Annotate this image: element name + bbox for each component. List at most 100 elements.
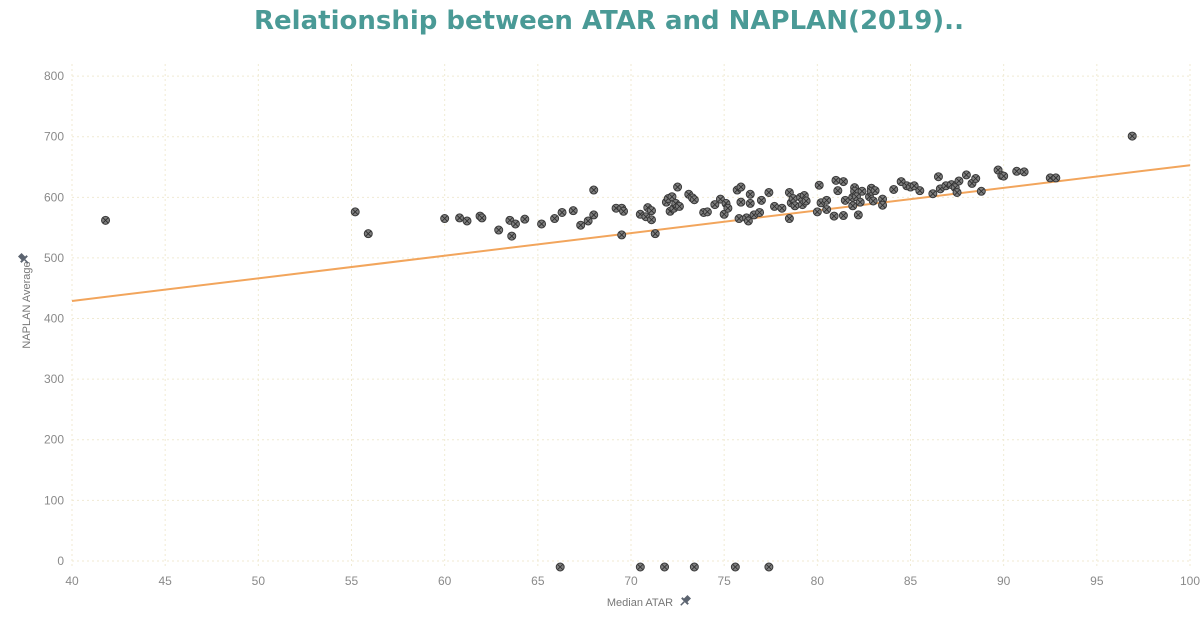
data-point[interactable]	[646, 206, 656, 216]
trend-line	[71, 164, 1191, 302]
data-point[interactable]	[646, 215, 656, 225]
data-point[interactable]	[455, 213, 465, 223]
data-point[interactable]	[619, 206, 629, 216]
data-point[interactable]	[971, 174, 981, 184]
data-point[interactable]	[769, 201, 779, 211]
data-point[interactable]	[589, 185, 599, 195]
data-point[interactable]	[870, 186, 880, 196]
data-point[interactable]	[999, 171, 1009, 181]
y-axis-title[interactable]: NAPLAN Average	[17, 252, 33, 349]
data-point[interactable]	[667, 192, 677, 202]
data-point[interactable]	[1012, 166, 1022, 176]
data-point[interactable]	[833, 186, 843, 196]
x-tick-label: 90	[997, 574, 1011, 588]
data-point[interactable]	[840, 195, 850, 205]
data-point[interactable]	[440, 214, 450, 224]
data-point[interactable]	[838, 211, 848, 221]
data-point[interactable]	[853, 210, 863, 220]
data-point[interactable]	[520, 214, 530, 224]
data-point[interactable]	[734, 214, 744, 224]
x-tick-label: 95	[1090, 574, 1104, 588]
data-point[interactable]	[507, 231, 517, 241]
data-point[interactable]	[928, 189, 938, 199]
x-tick-label: 75	[717, 574, 731, 588]
data-point[interactable]	[838, 177, 848, 187]
x-tick-label: 100	[1180, 574, 1200, 588]
data-point[interactable]	[1019, 167, 1029, 177]
data-point[interactable]	[848, 201, 858, 211]
data-point[interactable]	[755, 207, 765, 217]
data-point[interactable]	[814, 180, 824, 190]
data-point[interactable]	[822, 204, 832, 214]
data-point[interactable]	[730, 562, 740, 572]
data-point[interactable]	[650, 229, 660, 239]
data-point[interactable]	[350, 207, 360, 217]
pin-icon[interactable]	[678, 594, 693, 609]
data-point[interactable]	[477, 213, 487, 223]
data-point[interactable]	[933, 172, 943, 182]
data-point[interactable]	[952, 187, 962, 197]
data-point[interactable]	[673, 182, 683, 192]
data-point[interactable]	[764, 187, 774, 197]
pin-icon[interactable]	[17, 252, 32, 267]
data-point[interactable]	[462, 216, 472, 226]
data-point[interactable]	[363, 229, 373, 239]
data-point[interactable]	[788, 194, 798, 204]
data-point[interactable]	[868, 196, 878, 206]
data-point[interactable]	[777, 203, 787, 213]
data-point[interactable]	[889, 184, 899, 194]
data-point[interactable]	[764, 562, 774, 572]
data-point[interactable]	[745, 189, 755, 199]
y-tick-label: 800	[44, 69, 64, 83]
data-point[interactable]	[736, 197, 746, 207]
data-point[interactable]	[583, 216, 593, 226]
y-tick-label: 100	[44, 493, 64, 507]
x-axis-title[interactable]: Median ATAR	[607, 594, 693, 609]
data-point[interactable]	[790, 201, 800, 211]
data-point[interactable]	[510, 219, 520, 229]
data-point[interactable]	[831, 175, 841, 185]
x-tick-label: 80	[811, 574, 825, 588]
data-point[interactable]	[550, 214, 560, 224]
data-point[interactable]	[555, 562, 565, 572]
data-point[interactable]	[101, 215, 111, 225]
data-point[interactable]	[915, 186, 925, 196]
data-point[interactable]	[723, 203, 733, 213]
data-point[interactable]	[702, 207, 712, 217]
data-point[interactable]	[784, 214, 794, 224]
data-point[interactable]	[812, 207, 822, 217]
data-point[interactable]	[857, 186, 867, 196]
data-point[interactable]	[878, 194, 888, 204]
y-tick-label: 200	[44, 433, 64, 447]
data-point[interactable]	[756, 195, 766, 205]
data-point[interactable]	[710, 200, 720, 210]
data-point[interactable]	[617, 230, 627, 240]
data-point[interactable]	[660, 562, 670, 572]
data-point[interactable]	[961, 170, 971, 180]
data-point[interactable]	[689, 562, 699, 572]
data-point[interactable]	[537, 219, 547, 229]
data-point[interactable]	[954, 176, 964, 186]
data-point[interactable]	[736, 182, 746, 192]
data-point[interactable]	[674, 201, 684, 211]
data-point[interactable]	[1051, 173, 1061, 183]
data-point[interactable]	[557, 207, 567, 217]
data-point[interactable]	[689, 195, 699, 205]
data-point[interactable]	[801, 196, 811, 206]
data-point[interactable]	[1127, 131, 1137, 141]
data-point[interactable]	[976, 186, 986, 196]
data-point[interactable]	[635, 562, 645, 572]
grid-lines	[71, 64, 1191, 567]
data-point[interactable]	[743, 216, 753, 226]
data-point[interactable]	[829, 211, 839, 221]
data-point[interactable]	[494, 225, 504, 235]
data-point[interactable]	[909, 181, 919, 191]
data-point[interactable]	[855, 197, 865, 207]
data-point[interactable]	[576, 220, 586, 230]
data-point[interactable]	[745, 198, 755, 208]
data-point[interactable]	[589, 210, 599, 220]
data-point[interactable]	[568, 206, 578, 216]
data-point[interactable]	[822, 195, 832, 205]
data-point[interactable]	[878, 200, 888, 210]
